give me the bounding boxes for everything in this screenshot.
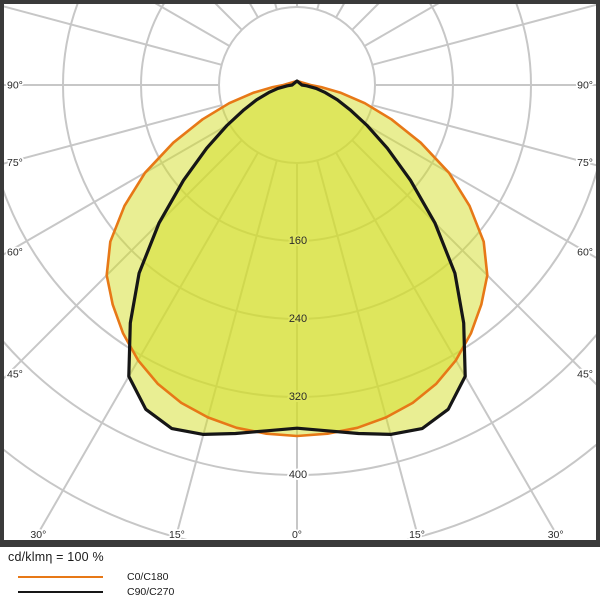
fill-c90-c270	[128, 81, 466, 435]
angle-label-bottom-2: 0°	[292, 529, 302, 541]
angle-label-left-75: 75°	[7, 157, 23, 169]
legend-label-c0-c180: C0/C180	[127, 570, 169, 583]
grid-radial-60	[364, 123, 596, 259]
angle-label-left-90: 90°	[7, 80, 23, 92]
ring-label-320: 320	[289, 391, 307, 403]
photometric-polar-chart: 160 240 320 400 90° 75° 60° 45° 90° 75° 60° 45° 30° 1…	[0, 0, 600, 547]
legend-label-c90-c270: C90/C270	[127, 585, 175, 598]
angle-labels: 90° 75° 60° 45° 90° 75° 60° 45° 30° 15° 0° 15° 30°	[5, 78, 595, 543]
frame-right	[596, 0, 600, 547]
angle-label-left-45: 45°	[7, 369, 23, 381]
grid-radial-255	[4, 5, 222, 66]
angle-label-bottom-0: 30°	[30, 529, 46, 541]
frame-top	[0, 0, 600, 4]
ring-label-160: 160	[289, 235, 307, 247]
ring-label-240: 240	[289, 313, 307, 325]
angle-label-right-90: 90°	[577, 80, 593, 92]
angle-label-bottom-1: 15°	[169, 529, 185, 541]
legend-title: cd/klmη = 100 %	[8, 550, 104, 564]
frame-left	[0, 0, 4, 547]
plot-frame	[0, 0, 600, 547]
curve-c0-c180	[105, 79, 489, 438]
angle-label-bottom-4: 30°	[548, 529, 564, 541]
curve-c90-c270	[127, 79, 467, 436]
angle-label-right-75: 75°	[577, 157, 593, 169]
angle-label-left-60: 60°	[7, 246, 23, 258]
grid-radial-300	[4, 123, 230, 256]
legend-line-c90-c270	[18, 590, 103, 593]
ring-label-400: 400	[289, 469, 307, 481]
grid-radial-285	[4, 104, 222, 165]
legend: cd/klmη = 100 % C0/C180 C90/C270	[0, 547, 600, 600]
legend-row-c0-c180: C0/C180	[0, 570, 300, 583]
curve-fills	[106, 81, 488, 436]
grid-radial-75	[372, 104, 596, 167]
ring-labels: 160 240 320 400	[287, 233, 309, 483]
grid-radial-105	[372, 4, 596, 66]
frame-bottom	[0, 540, 600, 547]
legend-line-c0-c180	[18, 575, 103, 578]
angle-label-right-60: 60°	[577, 246, 593, 258]
angle-label-bottom-3: 15°	[409, 529, 425, 541]
legend-row-c90-c270: C90/C270	[0, 585, 300, 598]
angle-label-right-45: 45°	[577, 369, 593, 381]
